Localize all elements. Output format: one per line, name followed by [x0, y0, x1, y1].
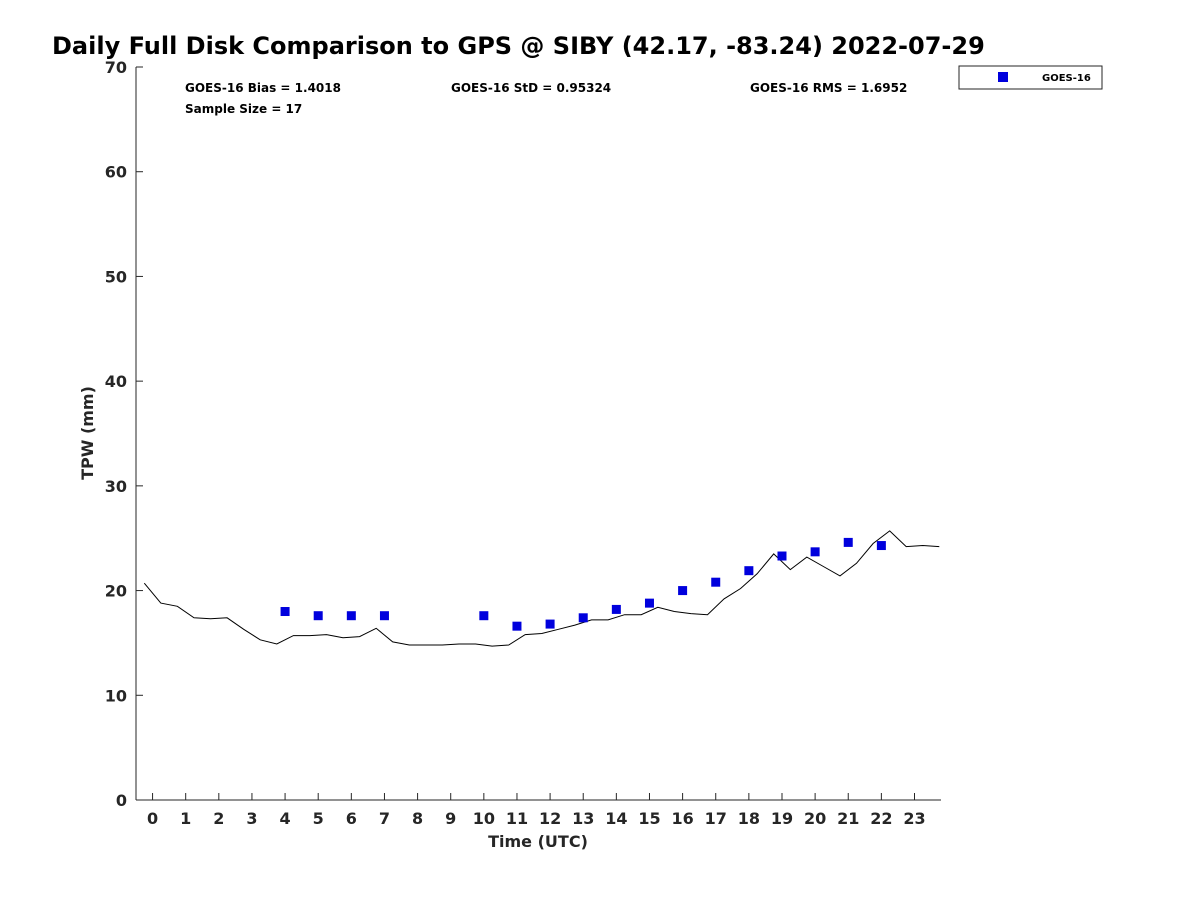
- goes-16-point: [744, 566, 754, 576]
- x-tick-label: 15: [638, 809, 660, 828]
- goes-16-point: [777, 551, 787, 561]
- x-tick-label: 4: [280, 809, 291, 828]
- goes-16-point: [346, 611, 356, 621]
- rms-stat: GOES-16 RMS = 1.6952: [750, 81, 907, 95]
- x-tick-label: 16: [671, 809, 693, 828]
- legend-label-goes-16: GOES-16: [1042, 73, 1091, 84]
- x-tick-label: 23: [903, 809, 925, 828]
- chart-title: Daily Full Disk Comparison to GPS @ SIBY…: [52, 32, 985, 60]
- goes-16-point: [843, 537, 853, 547]
- x-tick-label: 5: [313, 809, 324, 828]
- gps-line: [143, 530, 940, 647]
- y-tick-label: 30: [105, 477, 127, 496]
- goes-16-point: [810, 547, 820, 557]
- x-tick-label: 11: [506, 809, 528, 828]
- y-tick-label: 40: [105, 372, 127, 391]
- legend-marker-goes-16: [998, 72, 1008, 82]
- x-tick-label: 21: [837, 809, 859, 828]
- x-tick-label: 20: [804, 809, 826, 828]
- goes-16-point: [678, 586, 688, 596]
- x-tick-label: 14: [605, 809, 627, 828]
- x-tick-label: 9: [445, 809, 456, 828]
- x-tick-label: 19: [771, 809, 793, 828]
- y-tick-label: 10: [105, 686, 127, 705]
- y-axis-ticks: 0 10 20 30 40 50 60 70: [105, 58, 143, 810]
- x-tick-label: 8: [412, 809, 423, 828]
- y-tick-label: 0: [116, 791, 127, 810]
- goes-16-point: [280, 607, 290, 617]
- x-tick-label: 3: [246, 809, 257, 828]
- y-tick-label: 20: [105, 582, 127, 601]
- legend: GOES-16: [958, 65, 1103, 90]
- goes-16-point: [644, 598, 654, 608]
- goes-16-point: [611, 604, 621, 614]
- x-tick-label: 2: [213, 809, 224, 828]
- x-tick-label: 17: [705, 809, 727, 828]
- x-axis-label: Time (UTC): [488, 832, 588, 851]
- gps-series: [143, 530, 940, 647]
- goes-16-point: [876, 541, 886, 551]
- x-tick-label: 6: [346, 809, 357, 828]
- goes-16-point: [379, 611, 389, 621]
- goes-16-point: [479, 611, 489, 621]
- x-tick-label: 12: [539, 809, 561, 828]
- x-axis-ticks: 0 1 2 3 4 5 6 7 8 9 10 11 12 13 14 15 16 17 18 19 20 21 22 23: [147, 793, 926, 828]
- std-stat: GOES-16 StD = 0.95324: [451, 81, 611, 95]
- x-tick-label: 18: [738, 809, 760, 828]
- goes-16-point: [313, 611, 323, 621]
- y-tick-label: 60: [105, 163, 127, 182]
- y-tick-label: 70: [105, 58, 127, 77]
- goes-16-point: [711, 577, 721, 587]
- bias-stat: GOES-16 Bias = 1.4018: [185, 81, 341, 95]
- x-tick-label: 10: [473, 809, 495, 828]
- x-tick-label: 7: [379, 809, 390, 828]
- goes-16-point: [545, 619, 555, 629]
- y-axis-label: TPW (mm): [78, 386, 97, 480]
- x-tick-label: 22: [870, 809, 892, 828]
- legend-box: [958, 65, 1103, 90]
- x-tick-label: 13: [572, 809, 594, 828]
- goes-16-point: [512, 621, 522, 631]
- sample-size-stat: Sample Size = 17: [185, 102, 302, 116]
- y-tick-label: 50: [105, 267, 127, 286]
- goes-16-point: [578, 613, 588, 623]
- plot-axes: [135, 67, 941, 801]
- goes-16-series: [280, 537, 886, 631]
- x-tick-label: 0: [147, 809, 158, 828]
- x-tick-label: 1: [180, 809, 191, 828]
